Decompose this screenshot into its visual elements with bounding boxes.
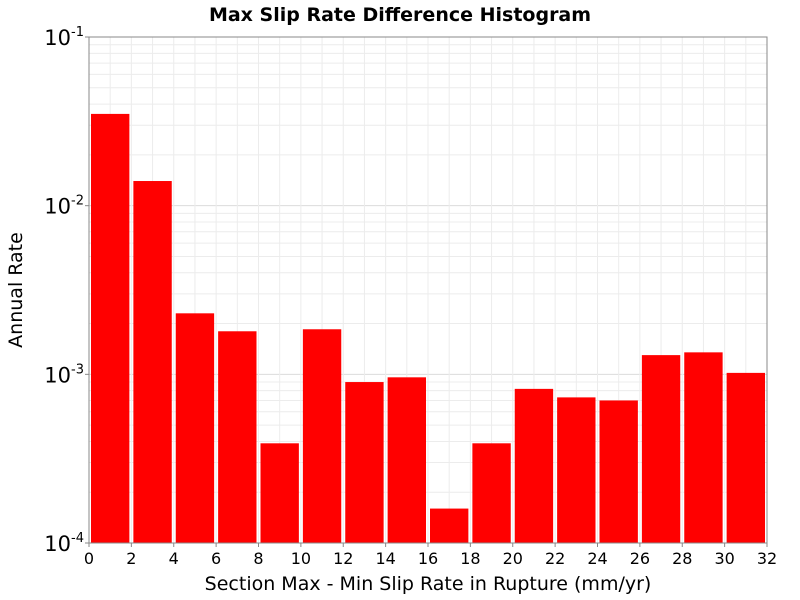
x-tick-label: 22 bbox=[545, 549, 565, 568]
y-tick-label: 10-1 bbox=[44, 25, 84, 50]
x-tick-label: 32 bbox=[757, 549, 777, 568]
x-tick-label: 18 bbox=[460, 549, 480, 568]
histogram-bar bbox=[430, 508, 469, 543]
y-tick-label: 10-4 bbox=[44, 531, 84, 556]
histogram-bar bbox=[175, 313, 215, 543]
histogram-bar bbox=[641, 355, 681, 543]
x-axis-ticks: 0 2 4 6 8 10 12 14 16 18 20 22 24 26 28 30 32 bbox=[84, 543, 777, 568]
x-tick-label: 16 bbox=[418, 549, 438, 568]
chart-title: Max Slip Rate Difference Histogram bbox=[209, 4, 591, 26]
x-axis-label: Section Max - Min Slip Rate in Rupture (… bbox=[205, 573, 652, 595]
x-tick-label: 28 bbox=[672, 549, 692, 568]
histogram-bar bbox=[260, 443, 299, 543]
histogram-bar bbox=[599, 400, 638, 543]
x-tick-label: 0 bbox=[84, 549, 94, 568]
x-tick-label: 26 bbox=[630, 549, 650, 568]
y-tick-label: 10-3 bbox=[44, 362, 84, 387]
y-tick-label: 10-2 bbox=[44, 194, 84, 219]
x-tick-label: 30 bbox=[714, 549, 734, 568]
x-tick-label: 4 bbox=[169, 549, 179, 568]
x-tick-label: 6 bbox=[211, 549, 221, 568]
x-tick-label: 2 bbox=[126, 549, 136, 568]
y-axis-ticks: 10-4 10-3 10-2 10-1 bbox=[44, 25, 89, 556]
x-tick-label: 24 bbox=[587, 549, 607, 568]
histogram-bar bbox=[302, 329, 342, 543]
histogram-bar bbox=[345, 382, 384, 543]
histogram-bar bbox=[91, 113, 130, 544]
histogram-bar bbox=[133, 181, 172, 543]
histogram-bar bbox=[472, 443, 511, 543]
histogram-bar bbox=[218, 331, 257, 543]
bars bbox=[91, 113, 765, 544]
histogram-bar bbox=[557, 397, 596, 543]
x-tick-label: 8 bbox=[253, 549, 263, 568]
histogram-bar bbox=[387, 377, 426, 543]
x-tick-label: 10 bbox=[291, 549, 311, 568]
histogram-bar bbox=[684, 352, 723, 543]
x-tick-label: 20 bbox=[503, 549, 523, 568]
x-tick-label: 14 bbox=[375, 549, 395, 568]
y-axis-label: Annual Rate bbox=[5, 232, 27, 348]
x-tick-label: 12 bbox=[333, 549, 353, 568]
histogram-bar bbox=[726, 372, 765, 543]
histogram-bar bbox=[514, 388, 554, 543]
